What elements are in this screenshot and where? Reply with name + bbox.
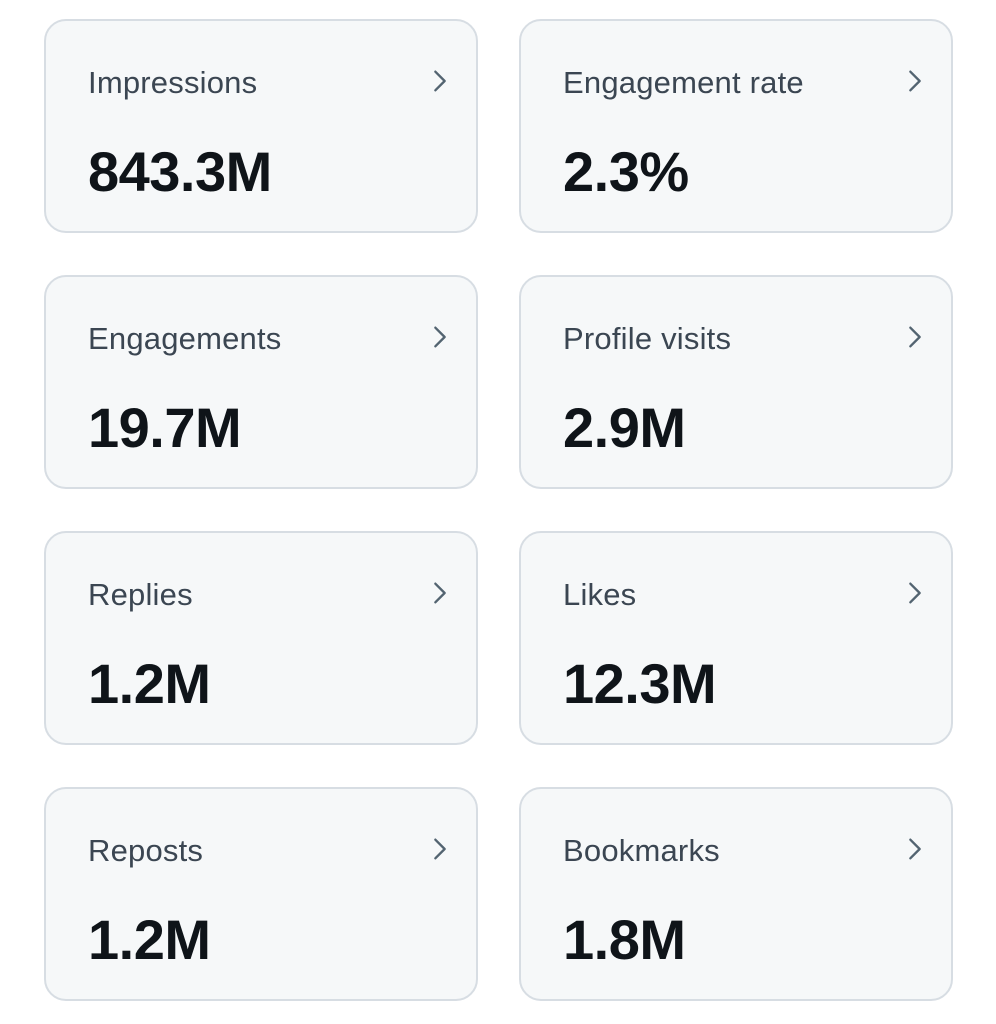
stat-card-reposts[interactable]: Reposts 1.2M: [44, 787, 478, 1001]
stat-value: 2.3%: [563, 140, 689, 203]
stat-label: Bookmarks: [563, 833, 720, 868]
stat-card-engagements[interactable]: Engagements 19.7M: [44, 275, 478, 489]
stat-label: Reposts: [88, 833, 204, 868]
chevron-right-icon[interactable]: [426, 323, 454, 351]
chevron-right-icon[interactable]: [901, 67, 929, 95]
chevron-right-icon[interactable]: [901, 835, 929, 863]
stat-value: 12.3M: [563, 652, 717, 715]
stat-value: 843.3M: [88, 140, 272, 203]
chevron-right-icon[interactable]: [901, 579, 929, 607]
chevron-right-icon[interactable]: [426, 835, 454, 863]
stat-card-engagement-rate[interactable]: Engagement rate 2.3%: [519, 19, 953, 233]
stat-value: 19.7M: [88, 396, 242, 459]
stat-label: Replies: [88, 577, 193, 612]
stat-value: 1.2M: [88, 908, 211, 971]
stat-value: 1.8M: [563, 908, 686, 971]
stat-card-profile-visits[interactable]: Profile visits 2.9M: [519, 275, 953, 489]
stat-card-replies[interactable]: Replies 1.2M: [44, 531, 478, 745]
stat-label: Likes: [563, 577, 637, 612]
chevron-right-icon[interactable]: [901, 323, 929, 351]
stat-value: 1.2M: [88, 652, 211, 715]
stat-label: Impressions: [88, 65, 258, 100]
chevron-right-icon[interactable]: [426, 67, 454, 95]
stat-value: 2.9M: [563, 396, 686, 459]
stat-label: Profile visits: [563, 321, 732, 356]
stat-label: Engagements: [88, 321, 282, 356]
stat-label: Engagement rate: [563, 65, 804, 100]
chevron-right-icon[interactable]: [426, 579, 454, 607]
stat-card-impressions[interactable]: Impressions 843.3M: [44, 19, 478, 233]
stat-card-bookmarks[interactable]: Bookmarks 1.8M: [519, 787, 953, 1001]
stat-card-likes[interactable]: Likes 12.3M: [519, 531, 953, 745]
